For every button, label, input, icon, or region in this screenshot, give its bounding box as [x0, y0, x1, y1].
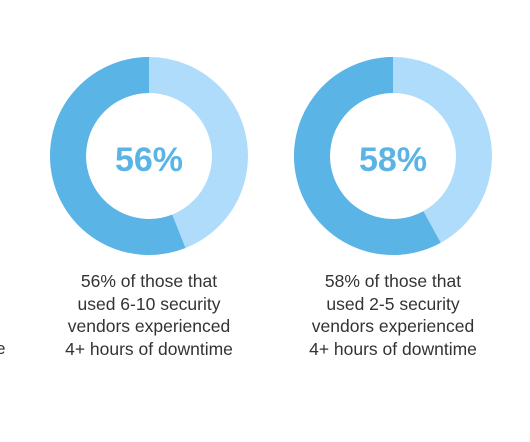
caption-line: vendors experienced [311, 316, 475, 336]
caption-line: 58% of those that [324, 271, 462, 291]
donut-caption: 58% of those that used 2-5 security vend… [293, 270, 493, 360]
donut-panel-6-10-vendors: 56% 56% of those that used 6-10 security… [49, 56, 249, 360]
donut-center-label: 58% [359, 141, 427, 179]
donut-highlight-arc [294, 57, 441, 255]
caption-line: vendors experienced [67, 316, 231, 336]
donut-panel-2-5-vendors: 58% 58% of those that used 2-5 security … [293, 56, 493, 360]
caption-line: used 2-5 security [326, 293, 460, 314]
donut-center-label: 56% [115, 141, 183, 179]
caption-line: used 6-10 security [77, 293, 221, 314]
caption-line: 4+ hours of downtime [309, 338, 477, 359]
caption-line: 4+ hours of downtime [65, 338, 233, 359]
donut-chart-2-5-vendors: 58% [294, 57, 492, 255]
donut-caption: 56% of those that used 6-10 security ven… [49, 270, 249, 360]
donut-highlight-arc [50, 57, 186, 255]
clipped-caption-fragment: e [0, 339, 6, 358]
caption-line: 56% of those that [80, 271, 218, 291]
donut-chart-6-10-vendors: 56% [50, 57, 248, 255]
